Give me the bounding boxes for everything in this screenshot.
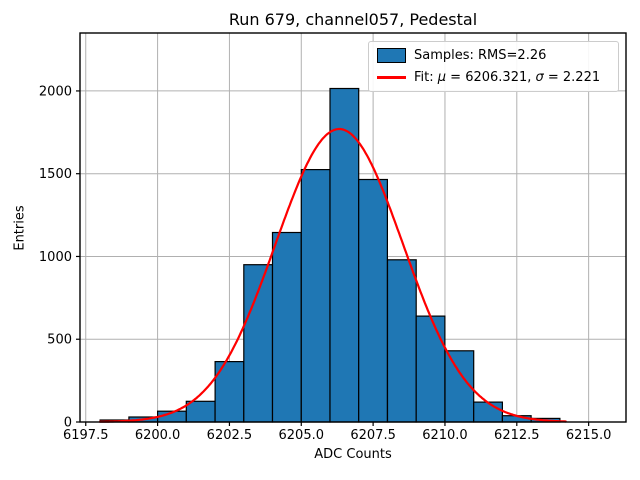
y-tick-label: 2000 xyxy=(39,84,72,99)
histogram-bar xyxy=(300,169,331,423)
x-tick-label: 6205.0 xyxy=(279,428,325,443)
legend-entry-fit: Fit: μ = 6206.321, σ = 2.221 xyxy=(377,70,610,85)
mu-symbol: μ xyxy=(437,69,447,85)
x-tick-label: 6215.0 xyxy=(566,428,612,443)
fit-curve xyxy=(99,127,567,423)
histogram-bar xyxy=(386,259,417,423)
fit-line-swatch-icon xyxy=(377,75,406,79)
histogram-bar xyxy=(358,178,389,423)
axes-frame xyxy=(79,32,627,423)
fit-label-suffix: = 2.221 xyxy=(543,69,601,85)
legend: Samples: RMS=2.26 Fit: μ = 6206.321, σ =… xyxy=(368,41,619,92)
samples-swatch-icon xyxy=(377,48,406,64)
histogram-bar xyxy=(185,400,216,423)
histogram-bar xyxy=(473,401,504,423)
x-axis-label: ADC Counts xyxy=(314,447,392,462)
histogram-bar xyxy=(329,87,360,423)
x-tick-label: 6212.5 xyxy=(494,428,540,443)
y-tick-label: 1000 xyxy=(39,250,72,265)
fit-label-mid: = 6206.321, xyxy=(446,69,536,85)
histogram-bar xyxy=(271,231,302,423)
x-tick-label: 6207.5 xyxy=(350,428,396,443)
sigma-symbol: σ xyxy=(535,69,544,85)
x-tick-label: 6200.0 xyxy=(135,428,181,443)
x-tick-label: 6202.5 xyxy=(207,428,253,443)
legend-samples-label: Samples: RMS=2.26 xyxy=(414,48,547,64)
histogram-bar xyxy=(415,315,446,423)
legend-fit-label: Fit: μ = 6206.321, σ = 2.221 xyxy=(414,70,600,85)
y-tick-label: 1500 xyxy=(39,167,72,182)
y-tick-label: 0 xyxy=(64,416,72,431)
x-tick-label: 6210.0 xyxy=(422,428,468,443)
chart-title: Run 679, channel057, Pedestal xyxy=(228,10,478,29)
x-tick-label: 6197.5 xyxy=(63,428,109,443)
legend-entry-samples: Samples: RMS=2.26 xyxy=(377,48,610,64)
y-axis-label: Entries xyxy=(12,205,28,251)
fit-label-prefix: Fit: xyxy=(414,69,438,85)
y-tick-label: 500 xyxy=(47,333,72,348)
